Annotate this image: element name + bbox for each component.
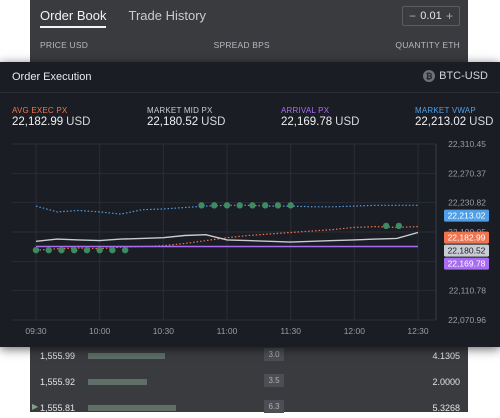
- stepper-value[interactable]: 0.01: [420, 10, 442, 22]
- tab-order-book[interactable]: Order Book: [40, 8, 107, 28]
- metric-unit: USD: [335, 116, 360, 128]
- price-tag-label: 22,213.02: [448, 211, 486, 221]
- quantity-stepper[interactable]: − 0.01 +: [402, 6, 460, 26]
- x-tick-label: 12:00: [344, 326, 366, 336]
- metric-avg-exec-px: AVG EXEC PX 22,182.99 USD: [12, 106, 90, 128]
- fill-marker: [262, 202, 269, 209]
- fill-marker: [32, 246, 40, 254]
- order-book-header: PRICE USD SPREAD BPS QUANTITY ETH: [40, 40, 460, 50]
- y-tick-label: 22,230.82: [448, 198, 486, 208]
- price-tag: [444, 257, 489, 270]
- fill-marker: [249, 202, 256, 209]
- metric-label: MARKET MID PX: [147, 106, 213, 115]
- column-header-spread: SPREAD BPS: [213, 40, 270, 50]
- fill-marker: [83, 246, 91, 254]
- fill-marker: [45, 246, 52, 254]
- row-spread: 6.3: [264, 400, 284, 413]
- pair-label: BTC-USD: [439, 70, 488, 82]
- y-tick-label: 22,310.45: [448, 140, 486, 149]
- metric-unit: USD: [201, 116, 226, 128]
- row-price: 1,555.81: [40, 403, 76, 413]
- depth-bar: [88, 379, 147, 385]
- metric-value-wrap: 22,182.99 USD: [12, 116, 90, 128]
- price-tag-label: 22,180.52: [448, 246, 486, 256]
- order-book-row[interactable]: 1,555.92 3.5 2.0000: [30, 372, 468, 392]
- tab-trade-history[interactable]: Trade History: [128, 8, 207, 23]
- metric-value: 22,182.99: [12, 116, 64, 128]
- fill-marker: [96, 246, 103, 254]
- metric-value-wrap: 22,169.78 USD: [281, 116, 359, 128]
- row-price: 1,555.92: [40, 377, 76, 387]
- order-book-tabs: Order Book Trade History: [40, 8, 206, 28]
- metric-label: ARRIVAL PX: [281, 106, 330, 115]
- x-tick-label: 10:00: [89, 326, 111, 336]
- x-tick-label: 11:00: [217, 326, 238, 336]
- card-title: Order Execution: [12, 71, 92, 83]
- row-spread: 3.5: [264, 374, 284, 387]
- price-tag-label: 22,182.99: [448, 233, 486, 243]
- fill-marker: [274, 202, 282, 209]
- fill-marker: [223, 202, 231, 209]
- fill-marker: [236, 202, 243, 209]
- column-header-price: PRICE USD: [40, 40, 89, 50]
- card-header: Order Execution ₿ BTC-USD: [0, 62, 500, 93]
- metric-market-mid-px: MARKET MID PX 22,180.52 USD: [147, 106, 225, 128]
- x-tick-label: 11:30: [280, 326, 301, 336]
- y-tick-label: 22,270.37: [448, 168, 486, 178]
- price-tag: [444, 209, 489, 222]
- metric-label: MARKET VWAP: [415, 106, 476, 115]
- metric-unit: USD: [469, 116, 494, 128]
- play-arrow-icon: ▶: [32, 402, 39, 411]
- order-book-row[interactable]: ▶ 1,555.81 6.3 5.3268: [30, 398, 468, 418]
- fill-marker: [109, 246, 116, 254]
- metric-arrival-px: ARRIVAL PX 22,169.78 USD: [281, 106, 359, 128]
- order-execution-card: Order Execution ₿ BTC-USD AVG EXEC PX 22…: [0, 62, 500, 347]
- y-tick-label: 22,110.78: [449, 286, 486, 296]
- series-line-market-mid-px: [35, 231, 419, 243]
- order-book-row[interactable]: 1,555.99 3.0 4.1305: [30, 346, 468, 366]
- depth-bar: [88, 405, 176, 411]
- column-header-quantity: QUANTITY ETH: [395, 40, 460, 50]
- fill-marker: [287, 202, 294, 209]
- stepper-plus-button[interactable]: +: [445, 9, 453, 23]
- execution-chart: 22,310.4522,270.3722,230.8222,190.0522,1…: [12, 140, 489, 336]
- depth-bar: [88, 353, 165, 359]
- bitcoin-icon: ₿: [423, 70, 436, 82]
- metric-value: 22,213.02: [415, 116, 467, 128]
- metric-market-vwap: MARKET VWAP 22,213.02 USD: [415, 106, 493, 128]
- fill-marker: [121, 246, 129, 254]
- x-tick-label: 09:30: [25, 326, 47, 336]
- price-tag-label: 22,169.78: [448, 259, 486, 269]
- metric-label: AVG EXEC PX: [12, 106, 68, 115]
- x-tick-label: 10:30: [153, 326, 175, 336]
- metric-value-wrap: 22,180.52 USD: [147, 116, 225, 128]
- fill-marker: [71, 246, 78, 254]
- pair-selector[interactable]: ₿ BTC-USD: [423, 70, 488, 82]
- metric-value-wrap: 22,213.02 USD: [415, 116, 493, 128]
- row-quantity: 5.3268: [432, 403, 460, 413]
- row-quantity: 4.1305: [432, 351, 460, 361]
- row-spread: 3.0: [264, 348, 284, 361]
- price-tag: [444, 231, 489, 244]
- price-tag: [444, 244, 489, 257]
- fill-marker: [198, 202, 205, 209]
- x-tick-label: 12:30: [407, 326, 429, 336]
- fill-marker: [58, 246, 65, 254]
- row-quantity: 2.0000: [432, 377, 460, 387]
- fill-marker: [382, 222, 390, 230]
- metric-value: 22,169.78: [281, 116, 333, 128]
- row-price: 1,555.99: [40, 351, 76, 361]
- fill-marker: [211, 202, 218, 209]
- stepper-minus-button[interactable]: −: [409, 9, 417, 23]
- execution-metrics: AVG EXEC PX 22,182.99 USD MARKET MID PX 2…: [0, 100, 500, 132]
- y-tick-label: 22,070.96: [448, 315, 486, 325]
- metric-value: 22,180.52: [147, 116, 199, 128]
- fill-marker: [395, 222, 403, 230]
- metric-unit: USD: [66, 116, 91, 128]
